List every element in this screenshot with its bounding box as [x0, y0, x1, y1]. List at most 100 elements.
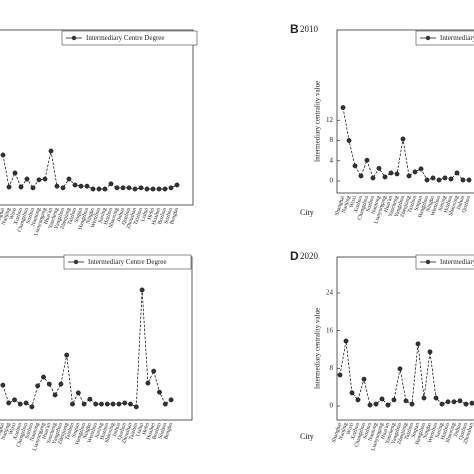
data-point — [87, 396, 93, 402]
data-point — [122, 400, 128, 406]
data-point — [346, 138, 352, 143]
data-point — [454, 170, 460, 176]
x-tick-label: Nanjing — [1, 422, 12, 441]
x-tick-label: Bengbu — [163, 422, 174, 440]
data-point — [352, 163, 358, 169]
x-tick-label: Taizhou — [64, 422, 75, 441]
y-tick-label: 16 — [326, 326, 334, 334]
data-point — [343, 338, 349, 344]
x-tick-label: Huzhou — [440, 422, 451, 441]
data-point — [370, 175, 376, 181]
data-point — [174, 182, 180, 188]
data-point — [6, 184, 12, 190]
plot-frame — [0, 29, 194, 206]
data-point — [110, 401, 116, 407]
x-tick-label: Ningbo — [422, 422, 433, 440]
data-point — [116, 401, 122, 407]
data-point — [457, 398, 463, 404]
data-point — [427, 349, 433, 355]
data-point — [397, 366, 403, 372]
data-point — [70, 401, 75, 407]
data-point — [96, 186, 102, 192]
data-point — [460, 177, 466, 183]
y-axis-label: Intermediary centrality value — [314, 81, 322, 162]
data-point — [406, 173, 412, 179]
data-point — [382, 174, 388, 180]
data-point — [132, 186, 138, 192]
data-point — [337, 372, 343, 378]
plot-frame — [336, 29, 474, 194]
data-point — [0, 152, 6, 158]
y-axis-label: Intermediary centrality value — [314, 308, 322, 389]
series-line — [342, 107, 469, 181]
data-point — [430, 175, 436, 181]
x-tick-label: Huzhou — [443, 195, 454, 214]
data-point — [403, 398, 409, 404]
data-point — [364, 157, 370, 163]
series-line — [339, 340, 473, 406]
panel-label: D — [290, 249, 299, 263]
x-tick-label: Taizhou — [133, 207, 144, 226]
data-point — [52, 392, 58, 398]
data-point — [448, 176, 454, 182]
x-tick-label: Quzhou — [117, 422, 128, 441]
x-tick-label: Xuzhou — [12, 422, 23, 441]
data-point — [367, 402, 373, 408]
data-point — [114, 185, 120, 191]
data-point — [385, 402, 391, 408]
data-point — [150, 186, 156, 192]
legend-label: Intermediary Centre Degree — [440, 258, 474, 266]
data-point — [75, 390, 81, 396]
x-tick-label: Jinhua — [453, 422, 463, 438]
x-tick-label: Wuxi — [346, 422, 356, 436]
data-point — [156, 186, 162, 192]
data-point — [379, 396, 385, 402]
data-point — [451, 399, 457, 405]
x-tick-label: Quzhou — [458, 422, 469, 441]
y-tick-label: 4 — [330, 156, 334, 164]
x-tick-label: Nantong — [368, 422, 380, 442]
data-point — [168, 185, 174, 191]
data-point — [48, 148, 54, 154]
data-point — [466, 177, 472, 183]
x-tick-label: Quzhou — [121, 207, 132, 226]
data-point — [376, 165, 382, 171]
x-tick-label: Hefei — [146, 206, 157, 220]
panel-label: B — [290, 22, 299, 36]
legend-label: Intermediary Centre Degree — [86, 34, 165, 42]
x-tick-label: Suzhou — [25, 207, 36, 225]
x-axis-label: City — [300, 432, 314, 441]
x-tick-label: Taizhou — [404, 422, 415, 441]
data-point — [168, 397, 174, 403]
data-point — [6, 400, 12, 406]
x-tick-label: Taizhou — [407, 195, 418, 214]
x-tick-label: Nanjing — [338, 422, 349, 441]
x-tick-label: Jiaxing — [97, 207, 108, 224]
x-tick-label: Xuzhou — [353, 195, 364, 214]
data-point — [373, 401, 379, 407]
x-tick-label: Jiaxing — [437, 195, 448, 212]
data-point — [81, 401, 87, 407]
data-point — [412, 169, 418, 175]
data-point — [58, 381, 64, 387]
x-tick-label: Quzhou — [461, 195, 472, 214]
data-point — [358, 173, 364, 179]
data-point — [18, 184, 24, 190]
legend-box — [63, 254, 192, 270]
x-tick-label: Suqian — [71, 422, 82, 439]
data-point — [126, 185, 132, 191]
data-point — [99, 401, 104, 407]
data-point — [54, 183, 60, 189]
data-point — [23, 400, 29, 406]
legend-label: Intermediary Centre Degree — [440, 34, 474, 42]
data-point — [42, 176, 48, 182]
y-tick-label: 24 — [326, 289, 334, 297]
x-tick-label: Huai'an — [41, 422, 52, 440]
data-point — [60, 185, 66, 191]
x-tick-label: Jinhua — [112, 422, 122, 438]
data-point — [108, 181, 114, 187]
x-tick-label: Wuxi — [9, 207, 19, 221]
data-point — [102, 186, 108, 192]
data-point — [421, 395, 427, 401]
data-point — [66, 176, 72, 182]
